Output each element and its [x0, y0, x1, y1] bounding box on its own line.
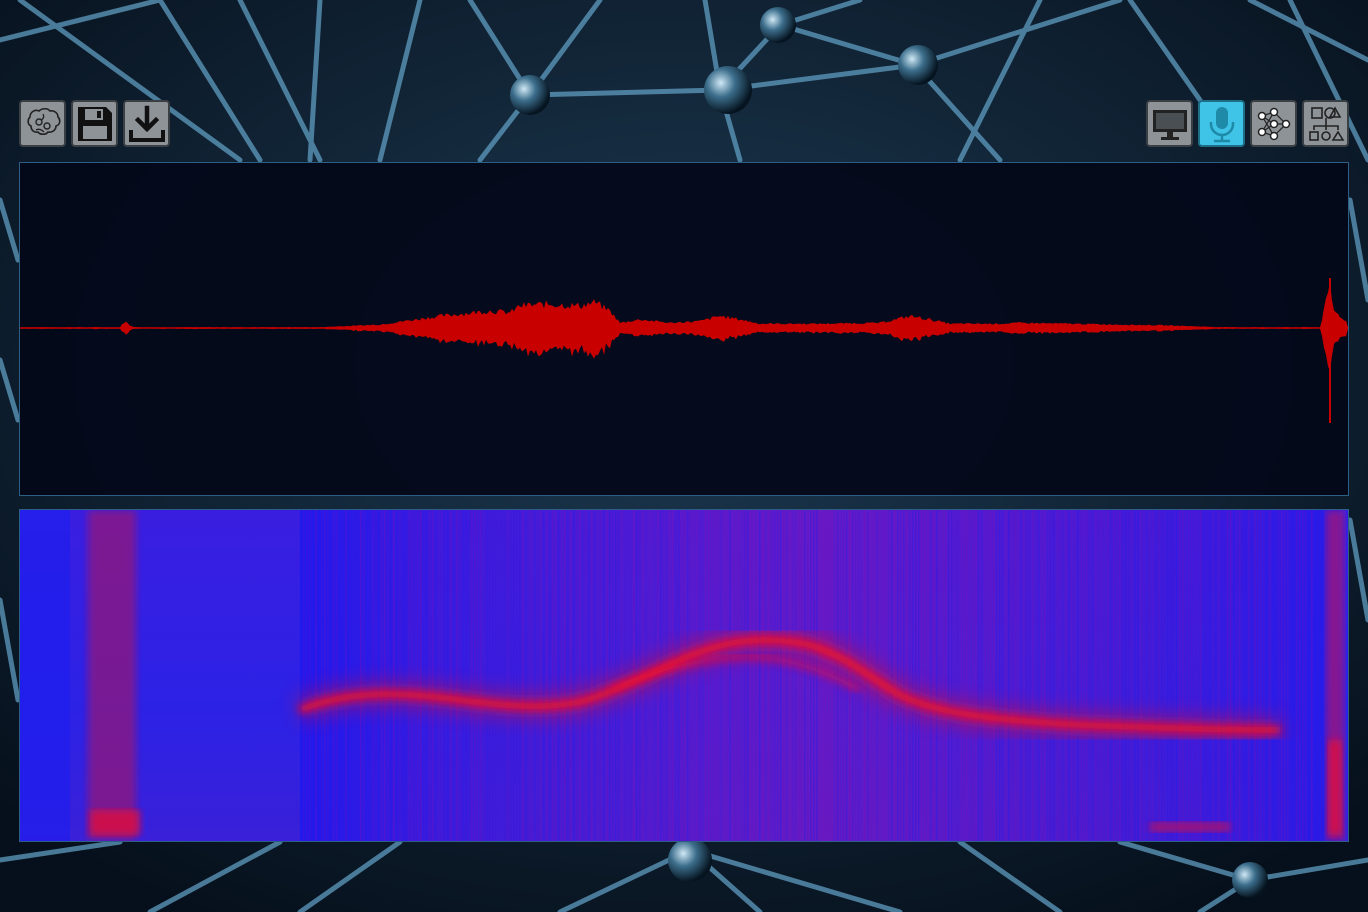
neural-network-button[interactable]: [1250, 100, 1297, 147]
spectrogram-panel[interactable]: [19, 509, 1349, 842]
floppy-disk-icon: [77, 106, 112, 141]
microphone-icon: [1209, 106, 1234, 142]
download-icon: [128, 105, 165, 142]
spectrogram-plot: [20, 510, 1348, 841]
brain-button[interactable]: [19, 100, 66, 147]
download-button[interactable]: [123, 100, 170, 147]
waveform-plot: [20, 278, 1348, 423]
brain-icon: [26, 107, 61, 135]
monitor-icon: [1152, 109, 1187, 140]
waveform-signal: [20, 281, 1348, 371]
waveform-panel[interactable]: [19, 162, 1349, 496]
shapes-icon: [1308, 105, 1344, 141]
neural-network-icon: [1257, 107, 1290, 140]
microphone-button[interactable]: [1198, 100, 1245, 147]
monitor-button[interactable]: [1146, 100, 1193, 147]
left-toolbar: [19, 100, 170, 147]
save-button[interactable]: [71, 100, 118, 147]
right-toolbar: [1146, 100, 1349, 147]
shapes-button[interactable]: [1302, 100, 1349, 147]
